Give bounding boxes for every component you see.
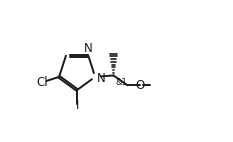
Text: &1: &1 [116, 78, 128, 87]
Text: N: N [97, 72, 106, 85]
Text: O: O [136, 79, 145, 92]
Text: I: I [75, 99, 79, 112]
Text: Cl: Cl [37, 76, 48, 89]
Text: N: N [84, 41, 93, 55]
